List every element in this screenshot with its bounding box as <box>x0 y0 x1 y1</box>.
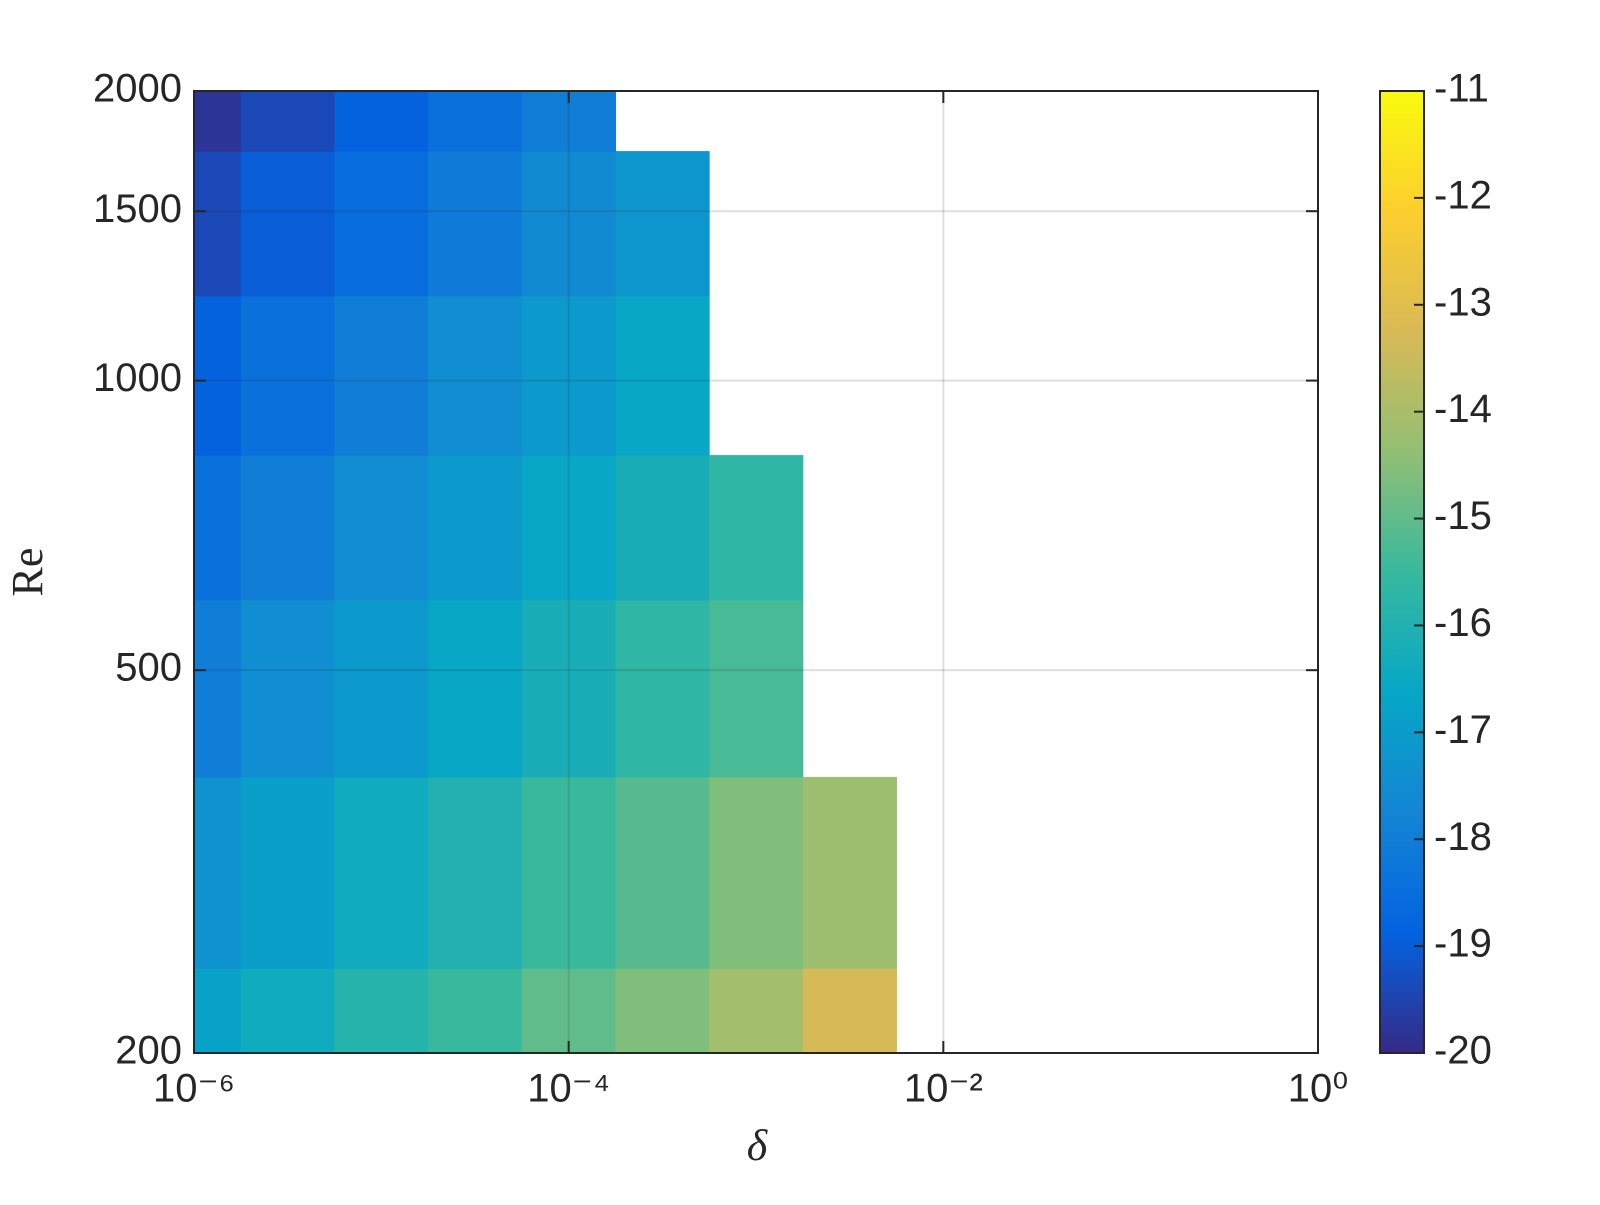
contour-cell <box>615 295 710 456</box>
y-tick-label: 2000 <box>93 67 182 111</box>
contour-cell <box>334 91 429 152</box>
contour-cell <box>428 599 523 778</box>
y-tick-label: 500 <box>115 646 182 690</box>
contour-cell <box>334 776 429 969</box>
contour-cell <box>802 968 897 1053</box>
contour-cell <box>240 295 335 456</box>
colorbar-tick-label: -15 <box>1434 494 1492 538</box>
contour-cell <box>428 151 523 297</box>
contour-cell <box>194 968 242 1053</box>
contour-cell <box>194 776 242 969</box>
contour-cell <box>194 295 242 456</box>
contour-cell <box>615 776 710 969</box>
contour-cell <box>615 968 710 1053</box>
contour-cell <box>240 968 335 1053</box>
contour-cell <box>428 455 523 601</box>
contour-cell <box>334 455 429 601</box>
contour-cell <box>521 599 616 778</box>
contour-cell <box>334 968 429 1053</box>
x-tick-label: 10⁻² <box>904 1067 983 1111</box>
contour-cell <box>521 776 616 969</box>
x-tick-label: 10⁰ <box>1288 1067 1349 1111</box>
contour-cell <box>194 599 242 778</box>
contour-cell <box>709 968 804 1053</box>
contour-cell <box>709 776 804 969</box>
contour-cell <box>615 455 710 601</box>
contour-cell <box>240 91 335 152</box>
y-tick-label: 1000 <box>93 356 182 400</box>
contour-cell <box>428 968 523 1053</box>
colorbar <box>1379 90 1425 1054</box>
contour-cell <box>428 776 523 969</box>
contour-cell <box>521 968 616 1053</box>
contour-cell <box>240 776 335 969</box>
colorbar-tick-label: -19 <box>1434 922 1492 966</box>
contour-cell <box>709 455 804 601</box>
colorbar-tick-label: -16 <box>1434 601 1492 645</box>
x-tick-label: 10⁻⁴ <box>527 1067 610 1111</box>
y-tick-label: 1500 <box>93 187 182 231</box>
contour-cell <box>521 295 616 456</box>
contour-cell <box>521 151 616 297</box>
contour-cell <box>334 599 429 778</box>
contour-cell <box>709 599 804 778</box>
contour-cell <box>194 455 242 601</box>
x-tick-label: 10⁻⁶ <box>153 1067 235 1111</box>
plot-frame <box>193 90 1319 1054</box>
contour-cell <box>240 599 335 778</box>
colorbar-tick-label: -13 <box>1434 280 1492 324</box>
contour-cell <box>521 455 616 601</box>
x-axis-label: δ <box>747 1121 769 1170</box>
contour-cell <box>334 295 429 456</box>
contour-cell <box>615 151 710 297</box>
colorbar-tick-label: -14 <box>1434 387 1492 431</box>
contour-cell <box>428 91 523 152</box>
contour-cell <box>802 776 897 969</box>
contour-cell <box>194 91 242 152</box>
contour-field <box>194 91 897 1053</box>
colorbar-tick-label: -12 <box>1434 173 1492 217</box>
contour-cell <box>240 455 335 601</box>
y-axis-label: Re <box>3 548 52 597</box>
y-tick-label: 200 <box>115 1029 182 1073</box>
colorbar-tick-label: -11 <box>1434 67 1489 111</box>
contour-cell <box>240 151 335 297</box>
colorbar-tick-label: -18 <box>1434 815 1492 859</box>
contour-cell <box>428 295 523 456</box>
contour-cell <box>615 599 710 778</box>
colorbar-tick-label: -20 <box>1434 1029 1492 1073</box>
colorbar-tick-label: -17 <box>1434 708 1492 752</box>
contour-cell <box>194 151 242 297</box>
contour-cell <box>334 151 429 297</box>
